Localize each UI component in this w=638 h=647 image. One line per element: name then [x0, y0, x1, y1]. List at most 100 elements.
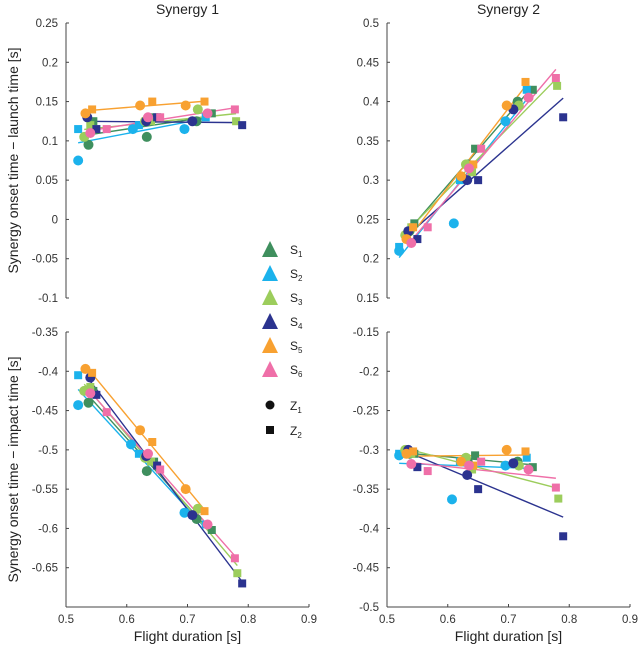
point-s5-z2	[409, 447, 418, 456]
point-s4-z2	[474, 485, 483, 494]
y-tick-label: 0.25	[357, 214, 379, 226]
x-tick-label: 0.7	[501, 614, 517, 626]
legend-triangle-s3	[262, 289, 278, 305]
point-s2-z2	[522, 85, 531, 94]
legend-label-z1: Z1	[290, 399, 302, 415]
y-tick-label: 0.3	[363, 175, 379, 187]
point-s6-z1	[85, 388, 96, 399]
legend-label-s5: S5	[290, 339, 303, 355]
fit-line-s6	[411, 461, 556, 479]
point-s2-z2	[74, 371, 83, 380]
y-tick-label: -0.45	[353, 563, 379, 575]
point-s5-z2	[521, 447, 530, 456]
point-s5-z1	[135, 425, 146, 436]
fit-line-s3	[405, 447, 559, 490]
legend-triangle-s5	[262, 337, 278, 353]
y-tick-label: -0.15	[353, 327, 379, 339]
point-s5-z2	[200, 507, 209, 516]
legend-label-s6: S6	[290, 363, 303, 379]
point-s4-z2	[238, 579, 247, 588]
legend-triangle-s6	[262, 361, 278, 377]
point-s3-z2	[232, 117, 241, 126]
y-tick-label: -0.2	[359, 366, 379, 378]
y-tick-label: 0.05	[36, 175, 58, 187]
y-tick-label: -0.4	[359, 523, 379, 535]
fit-line-s4	[87, 120, 243, 124]
point-s4-z2	[559, 113, 568, 122]
legend-label-s3: S3	[290, 291, 303, 307]
y-tick-label: -0.5	[359, 602, 379, 614]
legend-label-s4: S4	[290, 315, 303, 331]
point-s6-z1	[523, 92, 534, 103]
x-tick-label: 0.9	[301, 614, 317, 626]
point-s4-z1	[508, 458, 519, 469]
point-s5-z2	[88, 368, 97, 377]
point-s4-z1	[187, 510, 198, 521]
point-s5-z2	[409, 223, 418, 232]
y-axis-label: Synergy onset time − launch time [s]	[5, 47, 21, 273]
point-s6-z2	[230, 105, 239, 114]
y-tick-label: 0.15	[357, 293, 379, 305]
point-s6-z2	[551, 483, 560, 492]
x-tick-label: 0.8	[561, 614, 577, 626]
point-s4-z2	[413, 463, 422, 472]
point-s6-z1	[202, 108, 213, 119]
point-s4-z2	[559, 532, 568, 541]
y-tick-label: 0	[52, 214, 58, 226]
y-tick-label: 0.1	[42, 136, 58, 148]
legend-circle-icon	[265, 400, 275, 410]
y-tick-label: -0.5	[38, 445, 58, 457]
point-s4-z1	[187, 116, 198, 127]
point-s6-z2	[102, 408, 111, 417]
point-s6-z2	[156, 113, 165, 122]
point-s2-z2	[74, 125, 83, 134]
point-s4-z2	[92, 390, 101, 399]
point-s2-z1	[126, 439, 137, 450]
point-s1-z1	[141, 131, 152, 142]
y-tick-label: -0.45	[32, 406, 58, 418]
fit-line-s3	[404, 77, 558, 234]
panel-title: Synergy 1	[156, 1, 219, 17]
y-tick-label: 0.2	[363, 254, 379, 266]
point-s2-z2	[522, 453, 531, 462]
fit-line-s6	[410, 68, 557, 242]
point-s6-z1	[143, 112, 154, 123]
x-tick-label: 0.5	[379, 614, 395, 626]
point-s1-z2	[471, 451, 480, 460]
y-tick-label: -0.35	[353, 484, 379, 496]
point-s6-z2	[156, 465, 165, 474]
point-s6-z1	[464, 460, 475, 471]
y-tick-label: -0.6	[38, 523, 58, 535]
legend-label-z2: Z2	[290, 424, 302, 440]
point-s2-z1	[73, 400, 84, 411]
point-s1-z2	[207, 526, 216, 534]
fit-line-s4	[407, 97, 564, 236]
point-s6-z1	[202, 519, 213, 530]
y-tick-label: 0.25	[36, 18, 58, 30]
point-s5-z2	[88, 105, 97, 114]
y-tick-label: 0.15	[36, 97, 58, 109]
point-s1-z1	[141, 466, 152, 477]
point-s5-z1	[456, 456, 467, 467]
x-tick-label: 0.6	[440, 614, 456, 626]
point-s3-z1	[192, 104, 203, 115]
legend-square-icon	[266, 426, 274, 434]
point-s2-z2	[134, 449, 143, 458]
y-tick-label: -0.05	[32, 254, 58, 266]
x-tick-label: 0.8	[240, 614, 256, 626]
y-tick-label: -0.3	[359, 445, 379, 457]
y-tick-label: 0.5	[363, 18, 379, 30]
y-tick-label: 0.4	[363, 97, 380, 109]
point-s4-z2	[92, 125, 101, 134]
y-tick-label: -0.55	[32, 484, 58, 496]
point-s6-z2	[477, 144, 486, 153]
point-s5-z2	[200, 97, 209, 106]
panel-4: -0.15 -0.2 -0.25 -0.3 -0.35 -0.4 -0.45 -0.50.5 0…	[353, 327, 638, 644]
y-axis-label: Synergy onset time − impact time [s]	[5, 356, 21, 582]
point-s6-z1	[85, 128, 96, 138]
x-tick-label: 0.9	[622, 614, 638, 626]
point-s5-z2	[148, 438, 157, 446]
point-s5-z1	[456, 171, 467, 182]
point-s5-z1	[80, 108, 91, 119]
fit-line-s4	[89, 380, 243, 583]
